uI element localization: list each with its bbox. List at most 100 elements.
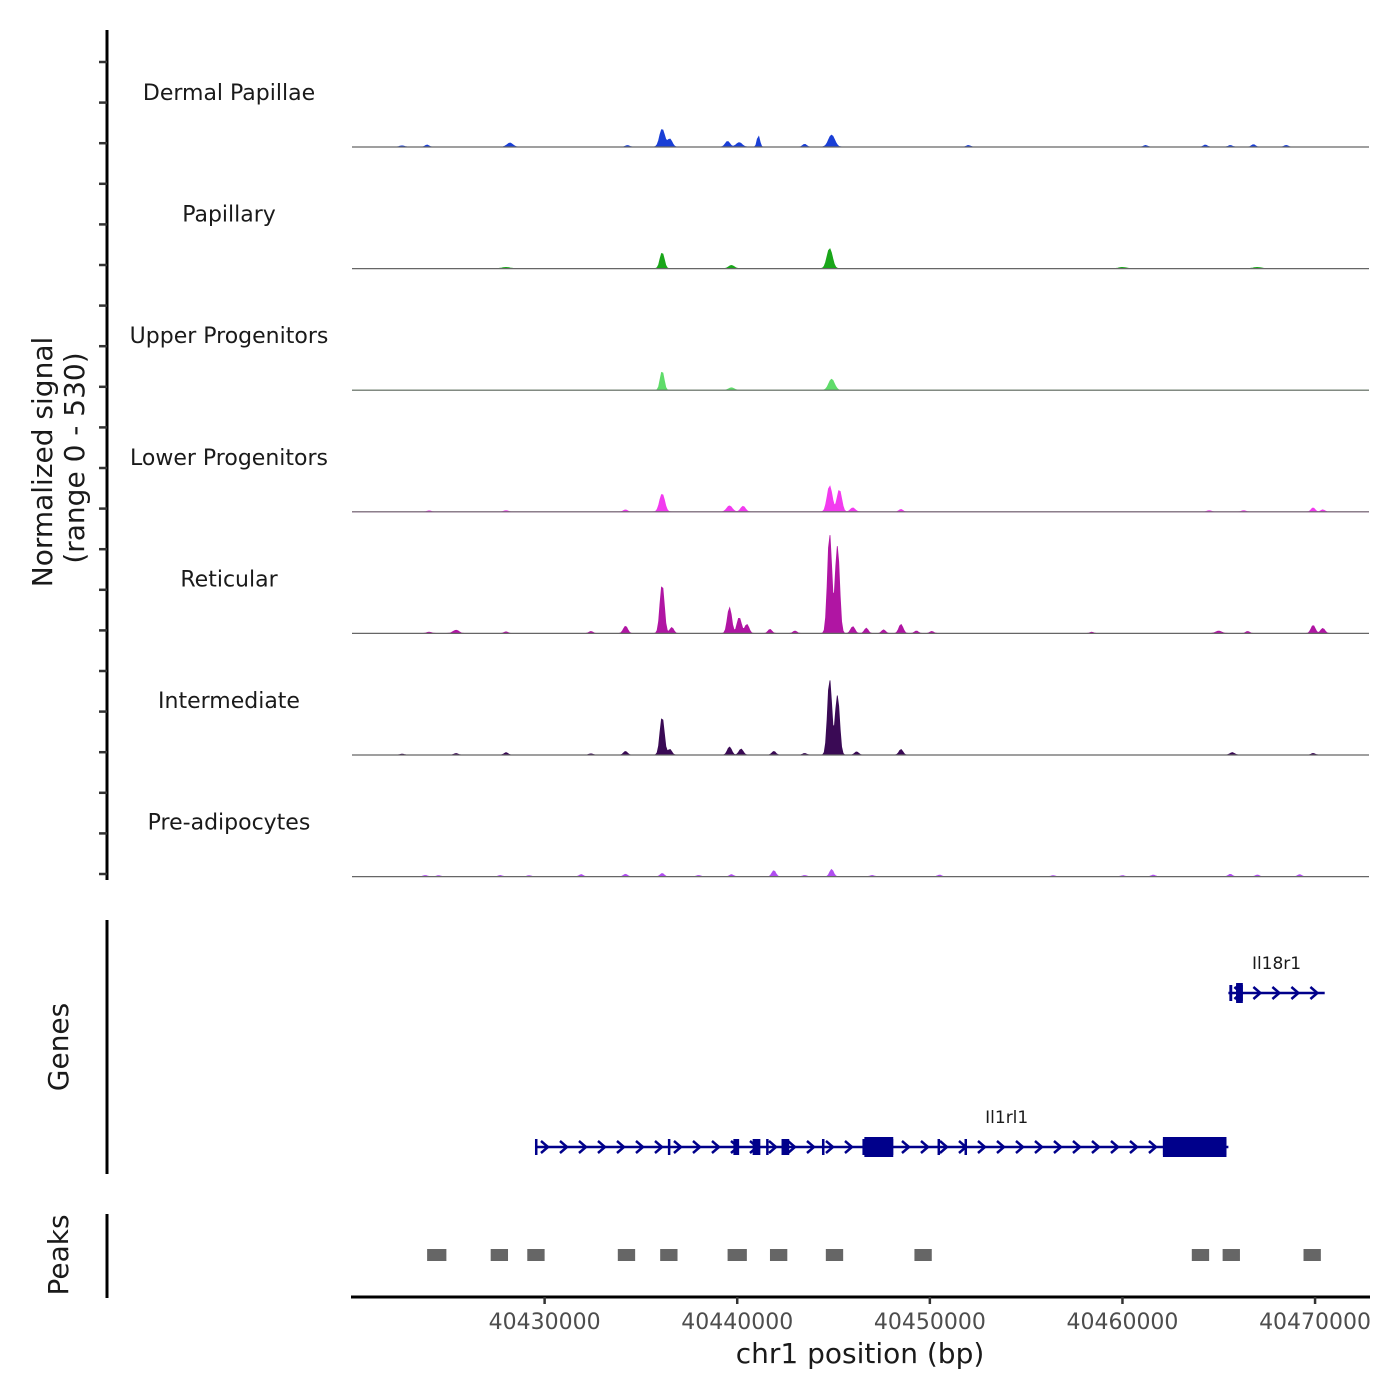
gene-models: Il18r1 Il1rl1	[534, 954, 1325, 1157]
genes-axis-title: Genes	[42, 1003, 75, 1091]
x-axis: 40430000 40440000 40450000 40460000 40470000…	[351, 1295, 1371, 1370]
coverage-signal	[352, 129, 1369, 148]
peak-region	[1303, 1249, 1321, 1261]
track-label: Lower Progenitors	[130, 446, 328, 471]
strand-arrow	[1129, 1140, 1139, 1154]
strand-arrow	[578, 1140, 588, 1154]
peak-region	[527, 1249, 545, 1261]
coverage-track: Papillary	[182, 203, 1369, 270]
strand-arrow	[616, 1140, 626, 1154]
strand-arrow	[1290, 986, 1301, 1000]
track-label: Pre-adipocytes	[148, 811, 311, 836]
peak-region	[769, 1249, 788, 1261]
x-axis-title: chr1 position (bp)	[736, 1337, 985, 1370]
strand-arrow	[1015, 1140, 1025, 1154]
x-tick-label: 40460000	[1066, 1310, 1178, 1335]
y-axis-title-line2: (range 0 - 530)	[58, 352, 91, 563]
peaks-panel: Peaks	[42, 1214, 1321, 1298]
strand-arrow	[844, 1140, 854, 1154]
coverage-signal	[352, 680, 1369, 756]
gene-exon	[1229, 985, 1233, 1001]
track-label: Reticular	[180, 567, 278, 592]
track-label: Upper Progenitors	[130, 324, 329, 349]
strand-arrow	[901, 1140, 911, 1154]
strand-arrow	[1148, 1140, 1158, 1154]
track-label: Dermal Papillae	[143, 81, 315, 106]
track-label: Papillary	[182, 203, 276, 228]
coverage-signal	[352, 535, 1369, 634]
coverage-signal	[352, 248, 1369, 269]
strand-arrow	[920, 1140, 930, 1154]
coverage-signal	[352, 485, 1369, 513]
gene-exon	[667, 1139, 671, 1155]
gene-exon	[766, 1139, 769, 1155]
peak-region	[1191, 1249, 1210, 1261]
peak-region	[617, 1249, 636, 1261]
peak-region	[1222, 1249, 1240, 1261]
strand-arrow	[1034, 1140, 1044, 1154]
strand-arrow	[996, 1140, 1006, 1154]
coverage-track: Intermediate	[158, 680, 1369, 756]
gene-cds	[1162, 1137, 1227, 1157]
x-tick-label: 40430000	[489, 1310, 601, 1335]
strand-arrow	[654, 1140, 664, 1154]
coverage-signal	[352, 371, 1369, 391]
peak-region	[727, 1249, 747, 1261]
strand-arrow	[977, 1140, 987, 1154]
gene-model: Il18r1	[1228, 954, 1325, 1003]
strand-arrow	[597, 1140, 607, 1154]
gene-exon	[937, 1139, 941, 1155]
x-tick-label: 40440000	[681, 1310, 793, 1335]
peak-region	[914, 1249, 932, 1261]
coverage-tracks: Dermal Papillae Papillary Upper Progenitor…	[130, 81, 1369, 878]
x-tick-label: 40450000	[874, 1310, 986, 1335]
strand-arrow	[787, 1140, 797, 1154]
gene-model: Il1rl1	[534, 1108, 1229, 1157]
peak-region	[660, 1249, 678, 1261]
coverage-track: Dermal Papillae	[143, 81, 1369, 148]
strand-arrow	[1053, 1140, 1063, 1154]
coverage-panel: Dermal Papillae Papillary Upper Progenitor…	[26, 30, 1369, 880]
strand-arrow	[711, 1140, 721, 1154]
coverage-y-ticks	[99, 60, 107, 876]
peak-region	[427, 1249, 447, 1261]
strand-arrow	[1252, 986, 1263, 1000]
strand-arrow	[1271, 986, 1282, 1000]
strand-arrow	[540, 1140, 550, 1154]
y-axis-title-line1: Normalized signal	[26, 337, 59, 588]
strand-arrow	[692, 1140, 702, 1154]
genes-panel: Genes Il18r1 Il1rl1	[42, 920, 1325, 1174]
x-ticks: 40430000 40440000 40450000 40460000 40470000	[489, 1297, 1371, 1335]
gene-cds	[1236, 983, 1243, 1003]
gene-label: Il18r1	[1252, 954, 1301, 974]
strand-arrow	[768, 1140, 778, 1154]
strand-arrow	[1072, 1140, 1082, 1154]
strand-arrow	[673, 1140, 683, 1154]
coverage-track: Lower Progenitors	[130, 446, 1369, 513]
gene-exon	[781, 1139, 790, 1155]
coverage-signal	[352, 868, 1369, 877]
gene-cds	[864, 1137, 894, 1157]
strand-arrow	[939, 1140, 949, 1154]
strand-arrow	[825, 1140, 835, 1154]
track-label: Intermediate	[158, 689, 300, 714]
x-tick-label: 40470000	[1259, 1310, 1371, 1335]
strand-arrow	[635, 1140, 645, 1154]
strand-arrow	[806, 1140, 816, 1154]
strand-arrow	[1309, 986, 1320, 1000]
gene-exon	[733, 1139, 740, 1155]
strand-arrow	[559, 1140, 569, 1154]
coverage-track: Reticular	[180, 535, 1369, 635]
gene-exon	[821, 1139, 825, 1155]
peak-regions	[427, 1249, 1321, 1261]
gene-exon	[752, 1139, 761, 1155]
strand-arrow	[1091, 1140, 1101, 1154]
coverage-track: Upper Progenitors	[130, 324, 1369, 391]
gene-exon	[964, 1139, 968, 1155]
peak-region	[490, 1249, 509, 1261]
peak-region	[825, 1249, 844, 1261]
gene-label: Il1rl1	[985, 1108, 1028, 1128]
peaks-axis-title: Peaks	[42, 1214, 75, 1295]
coverage-track: Pre-adipocytes	[148, 811, 1369, 878]
